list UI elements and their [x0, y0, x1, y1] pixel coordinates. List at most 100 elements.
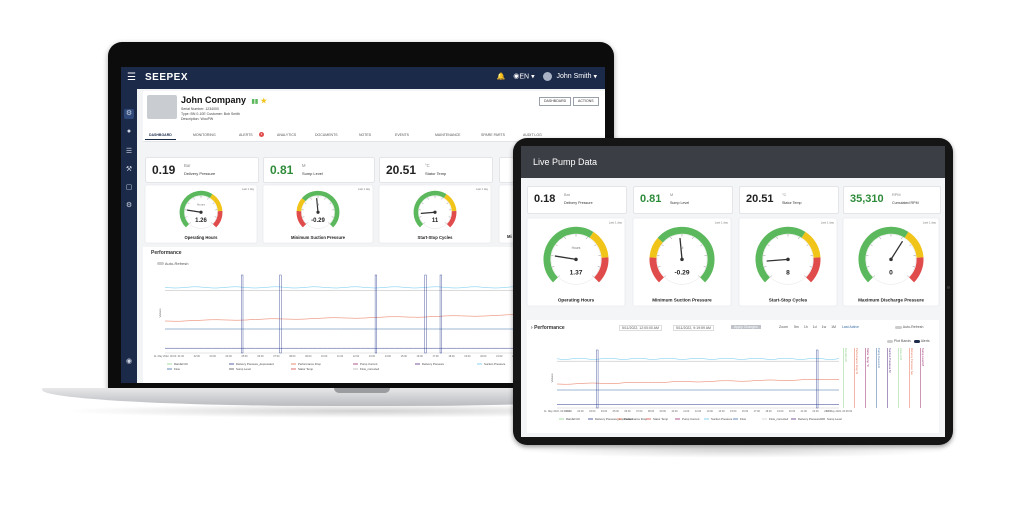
- gauge-tick: [564, 236, 566, 240]
- legend-item: Sump Level: [827, 417, 842, 421]
- series-spike: [439, 274, 442, 354]
- tab-events[interactable]: EVENTS: [395, 133, 410, 137]
- dashboard-button[interactable]: DASHBOARD: [539, 97, 572, 106]
- globe-icon[interactable]: ◉: [513, 73, 520, 81]
- series-spike: [241, 274, 244, 354]
- x-tick-label: 02:00: [577, 410, 584, 413]
- tab-dashboard[interactable]: DASHBOARD: [145, 133, 176, 140]
- x-tick-label: 20:00: [789, 410, 796, 413]
- zoom-option-1h[interactable]: 1h: [803, 325, 808, 329]
- gauge-tick: [310, 197, 312, 200]
- chevron-down-icon: ▾: [531, 73, 535, 81]
- metric-label: Sump Level: [302, 171, 323, 176]
- tab-monitoring[interactable]: MONITORING: [193, 133, 216, 137]
- x-tick-label: 09:00: [305, 355, 312, 358]
- gauge-tick: [185, 216, 188, 218]
- gauge-band: [649, 237, 663, 258]
- zoom-option-1d[interactable]: 1d: [812, 325, 817, 329]
- legend-item: Flow: [174, 367, 181, 371]
- help-icon[interactable]: ◉: [125, 358, 133, 365]
- gauge-tick: [207, 197, 209, 200]
- location-icon[interactable]: ●: [126, 128, 132, 135]
- chevron-down-icon[interactable]: ›: [531, 325, 533, 331]
- legend-item: Flow_corrected: [769, 417, 789, 421]
- gauge-title: M: [317, 203, 320, 207]
- star-icon[interactable]: ★: [260, 98, 267, 105]
- tab-audit-log[interactable]: AUDIT LOG: [523, 133, 542, 137]
- tab-analytics[interactable]: ANALYTICS: [277, 133, 297, 137]
- tab-notes[interactable]: NOTES: [359, 133, 372, 137]
- gauge-band: [209, 194, 223, 212]
- chevron-down-icon: ▾: [593, 73, 597, 81]
- zoom-option-1m[interactable]: 1M: [831, 325, 836, 329]
- top-bar-right: 🔔 ◉EN ▾ John Smith ▾: [497, 72, 597, 81]
- x-tick-label: 18:00: [765, 410, 772, 413]
- zoom-option-1w[interactable]: 1w: [821, 325, 827, 329]
- gauge-tick: [664, 275, 667, 278]
- apply-changes-button[interactable]: Apply Changes: [731, 325, 761, 329]
- date-from-input[interactable]: 5/11/2022, 12:00:00 AM: [619, 325, 662, 331]
- gauge-tick: [448, 216, 451, 218]
- gauge-tick: [329, 202, 332, 204]
- pump-icon[interactable]: ⚙: [124, 109, 134, 119]
- gauge-tick: [770, 275, 773, 278]
- performance-title-text: Performance: [534, 325, 565, 331]
- metric-unit: M: [670, 193, 674, 198]
- plot-options: Plot Bands Alerts: [887, 339, 930, 343]
- gauge-needle: [890, 241, 903, 261]
- date-to-input[interactable]: 5/11/2022, 9:19:59 AM: [673, 325, 714, 331]
- settings-icon[interactable]: ⚙: [125, 202, 133, 209]
- auto-refresh-toggle[interactable]: Auto-Refresh: [895, 325, 923, 329]
- gauge-label: Operating Hours: [184, 235, 218, 240]
- gauge-tick: [692, 236, 694, 240]
- gauge-band: [179, 190, 213, 228]
- list-icon[interactable]: ☰: [125, 148, 133, 155]
- x-tick-label: 09:00: [660, 410, 667, 413]
- auto-refresh-toggle[interactable]: Auto-Refresh: [157, 261, 188, 266]
- actions-button[interactable]: ACTIONS: [573, 97, 599, 106]
- gauge-value: -0.29: [674, 269, 689, 276]
- last-active-button[interactable]: Last Active: [841, 325, 859, 329]
- gauge-value: 1.37: [570, 269, 583, 276]
- avatar[interactable]: [542, 72, 552, 81]
- language-selector[interactable]: EN: [519, 73, 530, 81]
- toggle-icon[interactable]: [157, 262, 164, 266]
- toggle-icon[interactable]: [895, 325, 902, 329]
- legend-item: Delivery Pressure: [422, 362, 445, 366]
- zoom-option-5m[interactable]: 5m: [793, 325, 799, 329]
- gauge-tick: [586, 236, 588, 240]
- tab-spare-parts[interactable]: SPARE PARTS: [481, 133, 505, 137]
- cart-icon[interactable]: ▢: [125, 184, 133, 191]
- gauge-tick: [879, 236, 881, 240]
- x-tick-label: 06:00: [257, 355, 264, 358]
- gauge-value: 1.26: [195, 218, 207, 224]
- series-line: [556, 378, 840, 385]
- metric-unit: °C: [782, 193, 787, 198]
- legend-item: Stator Temp: [653, 417, 668, 421]
- user-name[interactable]: John Smith: [556, 73, 592, 81]
- gauge-tick: [306, 222, 308, 224]
- tab-documents[interactable]: DOCUMENTS: [315, 133, 338, 137]
- gauge-tick: [697, 275, 700, 278]
- gauge-tick: [670, 236, 672, 240]
- x-tick-label: 05:00: [613, 410, 620, 413]
- menu-icon[interactable]: ☰: [127, 72, 136, 83]
- gauge-band: [296, 198, 306, 212]
- toggle-icon[interactable]: [913, 339, 920, 343]
- x-tick-label: 10:00: [671, 410, 678, 413]
- right-axis-label: Delivery Pressure bar: [910, 348, 914, 375]
- tab-alerts[interactable]: ALERTS: [239, 133, 253, 137]
- wrench-icon[interactable]: ⚒: [125, 166, 133, 173]
- x-tick-label: 23:00: [824, 410, 831, 413]
- toggle-icon[interactable]: [887, 339, 893, 343]
- tab-maintenance[interactable]: MAINTENANCE: [435, 133, 461, 137]
- gauge-tick: [798, 236, 800, 240]
- x-tick-label: 04:00: [226, 355, 233, 358]
- x-tick-label: 19:00: [777, 410, 784, 413]
- metric-card: 0.18 Bar Delivery Pressure: [527, 186, 627, 214]
- gauge-tick: [212, 202, 215, 204]
- serial-number: Serial Number: 1234000: [181, 107, 219, 111]
- bell-icon[interactable]: 🔔: [496, 73, 506, 81]
- legend-item: Delivery Pressure_deprecated: [595, 417, 633, 421]
